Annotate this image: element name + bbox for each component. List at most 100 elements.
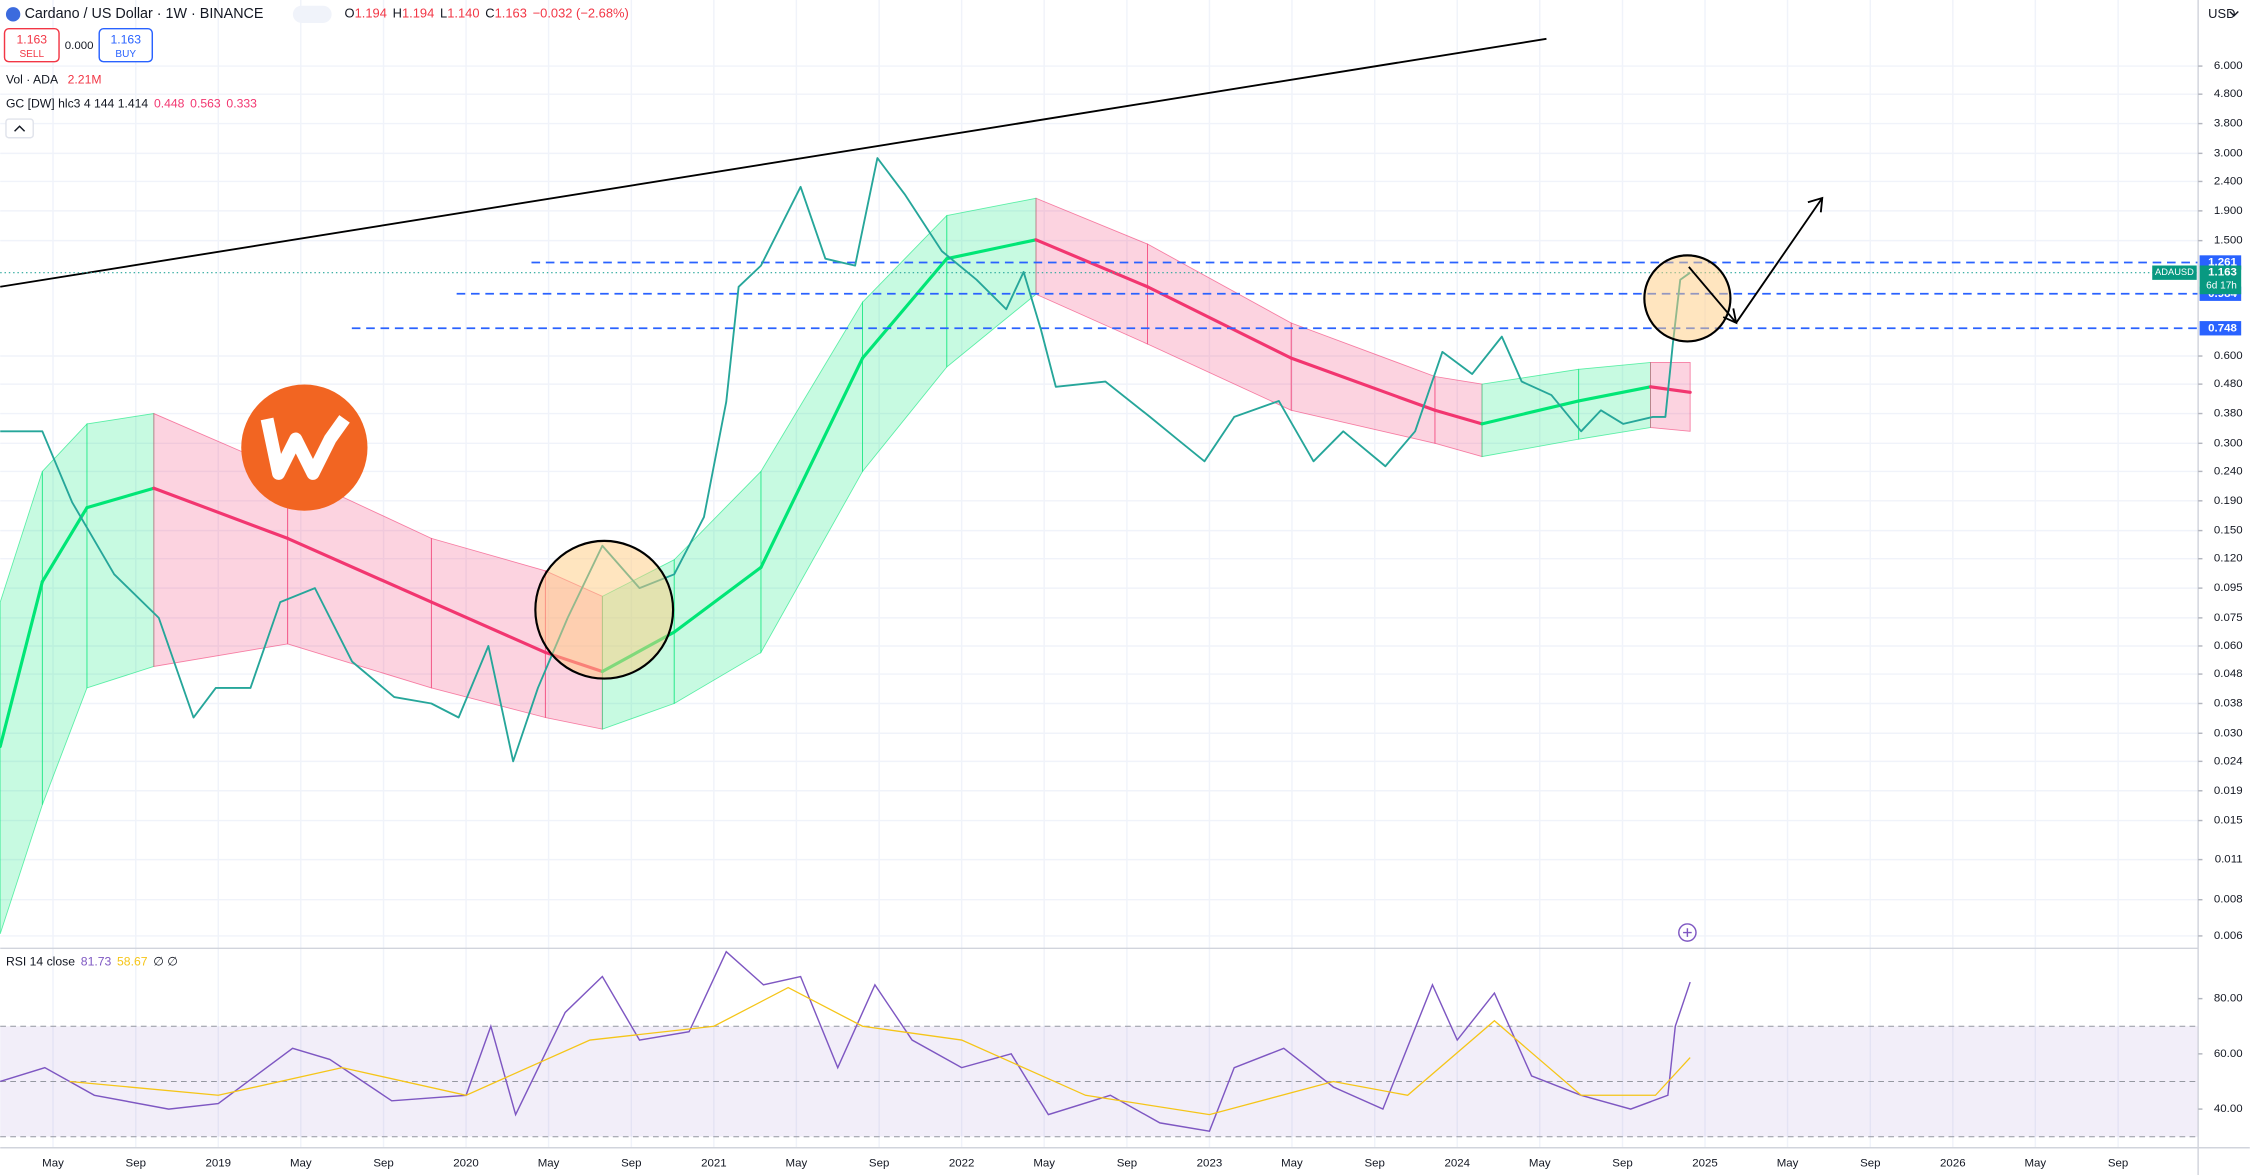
y-tick-label: 4.800 — [2214, 88, 2243, 100]
x-tick-label: May — [538, 1158, 560, 1170]
x-tick-label: May — [1529, 1158, 1551, 1170]
currency-caret — [2229, 10, 2239, 17]
status-pill[interactable] — [292, 5, 332, 23]
levels — [351, 261, 2199, 330]
gc-value: 0.333 — [226, 97, 257, 111]
ohlc-value: 1.163 — [495, 6, 527, 21]
rsi-tick-label: 80.00 — [2214, 993, 2243, 1005]
x-tick-label: 2021 — [701, 1158, 727, 1170]
y-tick-label: 0.480 — [2214, 378, 2243, 390]
y-tick-label: 0.095 — [2214, 582, 2243, 594]
ohlc-key: O — [345, 6, 355, 21]
last-price-label: 1.163 — [2208, 267, 2237, 279]
x-tick-label: May — [1033, 1158, 1055, 1170]
add-button[interactable] — [1678, 923, 1697, 942]
x-tick-label: Sep — [373, 1158, 393, 1170]
y-tick-label: 0.024 — [2214, 755, 2243, 767]
annotation-circle — [1643, 254, 1732, 343]
x-tick-label: Sep — [1117, 1158, 1137, 1170]
x-tick-label: May — [1777, 1158, 1799, 1170]
rsi-value: 81.73 — [81, 955, 112, 969]
annotation-arrow — [1735, 196, 1824, 324]
x-tick-label: 2020 — [453, 1158, 479, 1170]
buy-button[interactable] — [98, 27, 154, 63]
y-tick-label: 2.400 — [2214, 175, 2243, 187]
x-tick-label: 2025 — [1692, 1158, 1718, 1170]
gc-value: 0.448 — [154, 97, 185, 111]
y-tick-label: 0.019 — [2214, 785, 2243, 797]
y-tick-label: 6.000 — [2214, 60, 2243, 72]
buy-price: 1.163 — [110, 32, 141, 46]
y-tick-label: 0.150 — [2214, 525, 2243, 537]
x-tick-label: Sep — [2108, 1158, 2128, 1170]
sell-button[interactable] — [3, 27, 60, 63]
collapse-button[interactable] — [5, 118, 34, 139]
y-tick-label: 0.600 — [2214, 350, 2243, 362]
axes: May Sep 2019 May Sep 2020 May Sep 2021 May Sep 2022… — [42, 60, 2243, 1169]
gaussian-channel — [0, 37, 1692, 934]
channel-band — [1650, 362, 1691, 432]
logo-icon — [241, 384, 368, 511]
channel-mid — [0, 580, 44, 749]
y-tick-label: 0.120 — [2214, 553, 2243, 565]
y-tick-label: 0.048 — [2214, 668, 2243, 680]
price-series — [0, 157, 2199, 763]
channel-mid — [429, 600, 547, 655]
channel-mid — [286, 536, 433, 604]
currency-label[interactable]: USD — [2208, 6, 2235, 21]
gc-label: GC [DW] hlc3 4 144 1.414 — [6, 97, 148, 111]
annotation-circle — [534, 539, 675, 680]
last-price-badge — [2199, 265, 2242, 295]
rsi-line — [69, 986, 1691, 1116]
rsi-extra: ∅ ∅ — [153, 955, 178, 969]
x-tick-label: Sep — [1365, 1158, 1385, 1170]
ohlc-key: C — [485, 6, 494, 21]
ohlc-value: 1.140 — [447, 6, 479, 21]
x-tick-label: May — [1281, 1158, 1303, 1170]
trendline — [0, 37, 1547, 288]
y-tick-label: 0.006 — [2214, 930, 2243, 942]
rsi-tick-label: 40.00 — [2214, 1103, 2243, 1115]
rsi-line — [0, 950, 1691, 1132]
x-tick-label: Sep — [1612, 1158, 1632, 1170]
y-tick-label: 0.038 — [2214, 698, 2243, 710]
collapse-icon — [14, 125, 26, 132]
gc-value: 0.563 — [190, 97, 221, 111]
x-tick-label: Sep — [1860, 1158, 1880, 1170]
x-tick-label: May — [42, 1158, 64, 1170]
channel-mid — [1480, 399, 1581, 426]
channel-mid — [1145, 285, 1293, 360]
ohlc-legend: O1.194 H1.194 L1.140 C1.163 −0.032 (−2.68%) — [345, 6, 629, 21]
symbol-tag-label: ADAUSD — [2155, 267, 2194, 277]
x-tick-label: Sep — [869, 1158, 889, 1170]
volume-legend-value: 2.21M — [68, 73, 102, 87]
rsi-label: RSI 14 close — [6, 955, 75, 969]
channel-mid — [85, 486, 156, 510]
y-tick-label: 3.000 — [2214, 147, 2243, 159]
y-tick-label: 0.190 — [2214, 495, 2243, 507]
countdown: 6d 17h — [2206, 280, 2237, 291]
x-tick-label: 2022 — [949, 1158, 975, 1170]
y-tick-label: 0.380 — [2214, 408, 2243, 420]
spread: 0.000 — [65, 40, 94, 52]
y-tick-label: 1.900 — [2214, 205, 2243, 217]
y-tick-label: 3.800 — [2214, 118, 2243, 130]
y-tick-label: 0.015 — [2214, 815, 2243, 827]
channel-band — [1578, 362, 1651, 440]
channel-mid — [945, 238, 1038, 261]
level-badge — [2199, 321, 2242, 336]
channel-mid — [759, 356, 865, 569]
channel-mid — [672, 565, 763, 634]
x-tick-label: 2026 — [1940, 1158, 1966, 1170]
y-tick-label: 0.030 — [2214, 727, 2243, 739]
channel-mid — [1648, 385, 1692, 394]
x-tick-label: May — [786, 1158, 808, 1170]
channel-band — [86, 413, 155, 689]
price-line — [0, 157, 1691, 763]
channel-mid — [1433, 408, 1484, 426]
level-label: 0.748 — [2208, 322, 2237, 334]
x-tick-label: 2023 — [1197, 1158, 1223, 1170]
sell-price: 1.163 — [17, 32, 48, 46]
y-tick-label: 0.075 — [2214, 612, 2243, 624]
